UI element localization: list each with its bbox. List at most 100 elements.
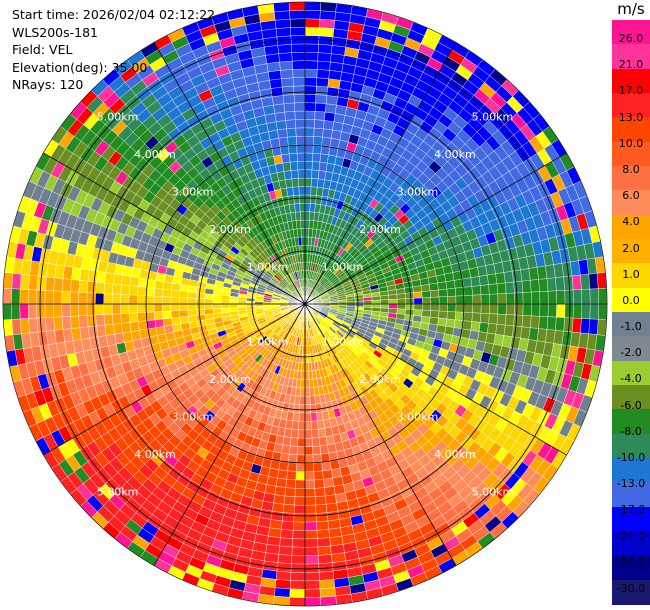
gate-cell: [571, 317, 582, 334]
gate-cell: [413, 309, 423, 317]
gate-cell: [292, 521, 306, 531]
gate-cell: [45, 317, 55, 332]
gate-cell: [531, 291, 541, 305]
gate-cell: [221, 307, 231, 313]
gate-cell: [294, 102, 306, 112]
gate-cell: [304, 504, 317, 514]
gate-cell: [291, 178, 300, 188]
gate-cell: [314, 111, 326, 121]
gate-cell: [413, 297, 423, 305]
gate-cell: [275, 579, 291, 590]
range-label: 1.00km: [322, 336, 364, 349]
gate-cell: [280, 69, 294, 79]
gate-cell: [96, 324, 107, 338]
gate-cell: [281, 520, 294, 531]
gate-cell: [292, 77, 306, 87]
gate-cell: [312, 454, 322, 464]
gate-cell: [323, 120, 335, 131]
gate-cell: [564, 289, 574, 305]
gate-cell: [78, 280, 89, 293]
gate-cell: [304, 387, 310, 397]
colorbar-tick-label: 8.0: [622, 162, 640, 176]
gate-cell: [310, 403, 317, 414]
gate-cell: [112, 323, 123, 335]
gate-cell: [304, 119, 315, 129]
gate-cell: [2, 288, 12, 305]
colorbar-tick-label: 26.0: [618, 32, 644, 45]
gate-cell: [195, 303, 205, 310]
gate-cell: [304, 26, 320, 36]
gate-cell: [286, 127, 297, 138]
gate-cell: [313, 470, 324, 481]
gate-cell: [179, 316, 190, 324]
range-label: 2.00km: [359, 373, 401, 386]
gate-cell: [539, 303, 549, 317]
gate-cell: [596, 272, 607, 289]
gate-cell: [121, 274, 132, 286]
gate-cell: [304, 354, 309, 363]
gate-cell: [446, 288, 456, 297]
gate-cell: [312, 144, 322, 154]
colorbar-tick-label: -13.0: [616, 477, 646, 491]
gate-cell: [79, 326, 90, 340]
gate-cell: [120, 284, 130, 295]
gate-cell: [277, 44, 292, 54]
gate-cell: [270, 511, 284, 522]
gate-cell: [170, 303, 180, 312]
gate-cell: [274, 486, 286, 497]
gate-cell: [313, 136, 323, 146]
gate-cell: [304, 10, 321, 20]
gate-cell: [546, 316, 557, 331]
gate-cell: [284, 487, 296, 497]
colorbar-tick-label: 10.0: [618, 136, 644, 150]
gate-cell: [304, 177, 312, 187]
gate-cell: [287, 195, 295, 205]
nrays-label: NRays: 120: [12, 77, 84, 92]
gate-cell: [319, 579, 335, 590]
gate-cell: [154, 288, 164, 297]
gate-cell: [308, 378, 314, 388]
colorbar-tick-label: -10.0: [616, 451, 646, 465]
range-label: 2.00km: [209, 223, 251, 236]
gate-cell: [530, 279, 540, 293]
gate-cell: [69, 291, 79, 305]
gate-cell: [310, 412, 318, 422]
gate-cell: [315, 512, 328, 523]
gate-cell: [589, 303, 599, 320]
gate-cell: [571, 274, 582, 291]
gate-cell: [61, 278, 72, 292]
gate-cell: [588, 318, 599, 335]
gate-cell: [317, 419, 325, 430]
gate-cell: [277, 554, 292, 564]
gate-cell: [301, 362, 306, 372]
range-label: 1.00km: [322, 261, 364, 274]
gate-cell: [304, 18, 321, 28]
colorbar: m/s 26.0 21.0 17.0 13.0 10.0 8.0 6.0 4.0 2.0 1.0 0…: [612, 0, 650, 610]
colorbar-tick-label: 6.0: [622, 189, 640, 203]
gate-cell: [304, 144, 314, 154]
gate-cell: [380, 303, 390, 309]
gate-cell: [413, 291, 423, 299]
gate-cell: [36, 303, 46, 319]
gate-cell: [300, 211, 306, 221]
gate-cell: [293, 85, 306, 95]
gate-cell: [137, 277, 148, 288]
gate-cell: [317, 60, 331, 71]
gate-cell: [195, 298, 205, 305]
colorbar-tick-label: 0.0: [622, 293, 640, 307]
gate-cell: [445, 318, 456, 328]
gate-cell: [304, 546, 319, 556]
gate-cell: [573, 303, 583, 319]
gate-cell: [293, 194, 300, 205]
gate-cell: [319, 10, 336, 21]
gate-cell: [436, 274, 447, 284]
gate-cell: [546, 277, 557, 292]
gate-cell: [287, 136, 297, 146]
gate-cell: [304, 563, 320, 573]
gate-cell: [298, 412, 306, 422]
gate-cell: [438, 296, 448, 305]
gate-cell: [316, 77, 329, 88]
gate-cell: [371, 303, 381, 309]
gate-cell: [275, 18, 291, 29]
gate-cell: [325, 494, 337, 505]
